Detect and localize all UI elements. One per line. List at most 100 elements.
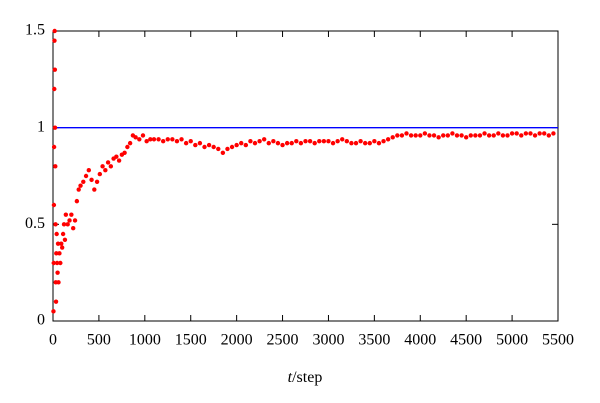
data-point [86, 168, 92, 173]
data-point [103, 168, 108, 173]
data-point [280, 142, 285, 148]
data-point [477, 133, 483, 138]
data-point [220, 150, 226, 155]
data-point [97, 171, 103, 177]
x-tick-label: 5500 [542, 332, 574, 349]
data-point [445, 133, 451, 138]
data-point [202, 144, 207, 150]
data-point [165, 137, 170, 142]
data-point [60, 231, 66, 237]
x-tick-label: 0 [49, 332, 57, 349]
data-point [505, 133, 510, 138]
y-tick-label: 1.5 [25, 22, 45, 39]
data-point [56, 280, 61, 285]
data-point [52, 28, 57, 34]
data-point [294, 139, 299, 144]
x-tick-label: 3000 [312, 332, 344, 349]
data-point [248, 139, 253, 144]
data-point [67, 218, 72, 223]
data-point [52, 38, 57, 43]
data-point [372, 139, 377, 144]
data-point [59, 245, 65, 250]
y-tick-label: 0 [37, 312, 45, 329]
data-point [257, 139, 262, 144]
x-label-symbol: t [288, 369, 293, 386]
data-point [528, 131, 533, 136]
data-point [54, 231, 59, 237]
data-point [183, 140, 189, 146]
data-point [491, 133, 496, 138]
data-point [239, 140, 244, 146]
data-point [307, 139, 313, 144]
x-tick-label: 5000 [496, 332, 528, 349]
data-point [188, 139, 193, 144]
data-point [114, 154, 119, 159]
data-point [303, 139, 308, 144]
data-point [76, 187, 81, 192]
data-point [482, 131, 487, 136]
data-point [133, 135, 138, 140]
data-point [55, 241, 61, 246]
data-point [468, 133, 473, 138]
y-tick-label: 1 [37, 118, 45, 135]
data-point [454, 133, 460, 138]
x-axis-label: t/step [288, 369, 323, 386]
data-point [179, 137, 184, 142]
data-point [523, 131, 529, 136]
data-point [459, 133, 464, 138]
data-point [486, 133, 492, 138]
data-point [160, 139, 166, 144]
data-point [62, 237, 68, 242]
data-point [431, 133, 437, 138]
data-point [330, 140, 336, 146]
x-tick-label: 4500 [450, 332, 482, 349]
data-point [92, 187, 97, 192]
data-point [358, 139, 363, 144]
data-point [271, 139, 276, 144]
data-point [72, 218, 78, 223]
data-point [335, 139, 340, 144]
data-point [381, 139, 386, 144]
x-label-unit: /step [292, 369, 322, 386]
data-point [65, 222, 70, 227]
data-point [399, 133, 405, 138]
data-point [450, 131, 455, 136]
data-point [344, 139, 350, 144]
data-point [266, 140, 271, 146]
data-point [298, 140, 304, 146]
data-point [312, 140, 317, 146]
data-point [289, 140, 294, 146]
data-point [367, 140, 372, 146]
data-point [59, 241, 64, 246]
data-point [51, 309, 56, 314]
data-point [94, 179, 100, 184]
data-point [197, 140, 203, 146]
data-point [58, 260, 63, 266]
data-point [326, 139, 331, 144]
data-point [229, 144, 235, 150]
data-point [151, 137, 157, 142]
data-point [422, 131, 428, 136]
data-point [252, 140, 258, 146]
data-point [52, 86, 57, 92]
data-point [71, 226, 76, 231]
data-point [234, 142, 239, 148]
data-point [57, 251, 62, 256]
data-point [261, 137, 267, 142]
data-point [353, 140, 359, 146]
data-point [51, 202, 57, 208]
data-point [317, 139, 322, 144]
data-point [81, 179, 86, 184]
data-point [140, 133, 146, 138]
data-point [100, 164, 105, 169]
data-point [427, 133, 432, 138]
data-point [83, 173, 89, 179]
data-point [63, 212, 69, 217]
data-point [122, 150, 127, 155]
data-point [61, 222, 67, 227]
data-point [51, 144, 57, 150]
data-point [127, 140, 133, 146]
data-point [500, 133, 506, 138]
data-point [532, 133, 538, 138]
data-point [52, 67, 58, 72]
